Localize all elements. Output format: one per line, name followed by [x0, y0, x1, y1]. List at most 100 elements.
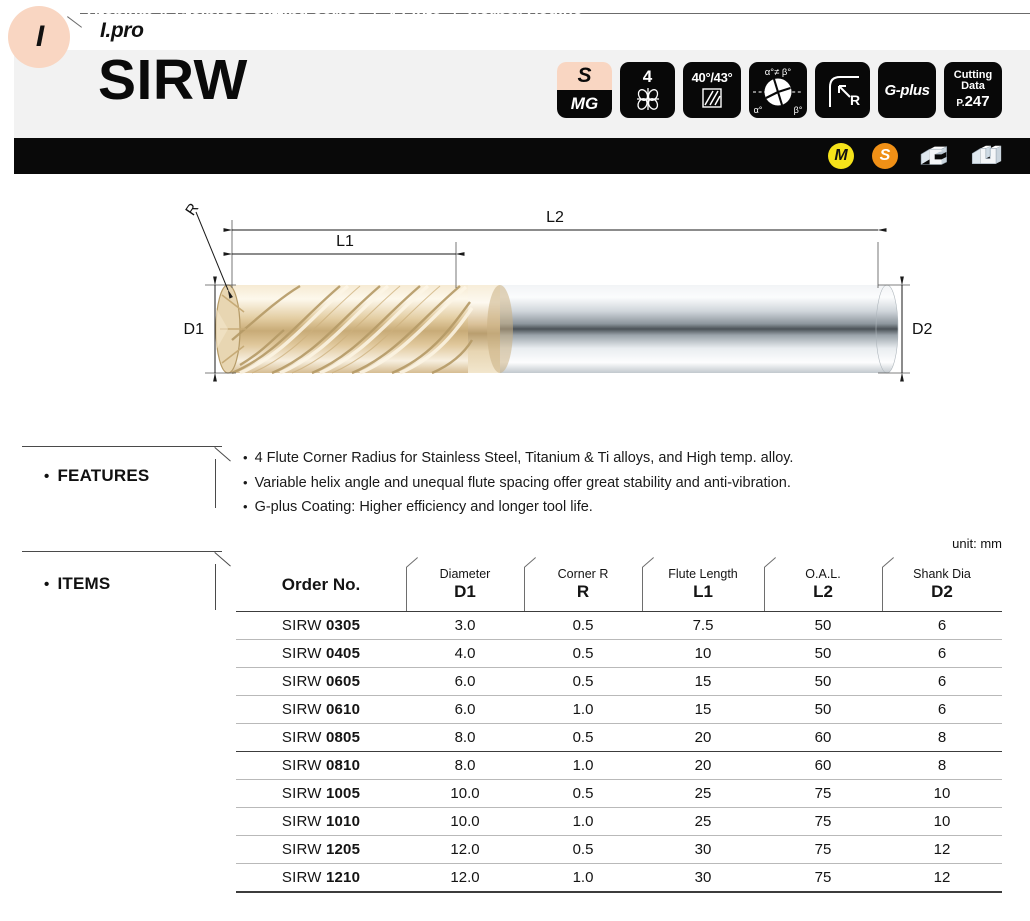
- table-row[interactable]: SIRW 1205 12.0 0.5 30 75 12: [236, 835, 1002, 864]
- features-bullet: •: [44, 468, 50, 485]
- order-no-code: 1010: [325, 813, 361, 830]
- cell-d2: 8: [882, 723, 1002, 752]
- order-no-code: 0605: [325, 673, 361, 690]
- cell-r: 0.5: [524, 779, 642, 808]
- cell-order-no: SIRW 1210: [236, 863, 406, 893]
- subtitle-part-corner: Corner Radius: [467, 8, 583, 26]
- helix-hatch-icon: [702, 87, 722, 108]
- cell-r: 0.5: [524, 667, 642, 696]
- order-no-code: 0305: [325, 617, 361, 634]
- order-no-code: 0810: [325, 757, 361, 774]
- cutting-data-line1: Cutting: [953, 68, 993, 81]
- cell-l2: 60: [764, 751, 882, 780]
- order-no-prefix: SIRW: [281, 869, 326, 886]
- cell-d2: 6: [882, 667, 1002, 696]
- material-grade-badge: S MG: [557, 62, 612, 118]
- cell-l1: 20: [642, 751, 764, 780]
- subtitle-text: Titanium & Stainless cutting series / 4 …: [84, 8, 582, 27]
- table-row[interactable]: SIRW 0805 8.0 0.5 20 60 8: [236, 723, 1002, 752]
- items-bullet: •: [44, 576, 50, 593]
- svg-text:β°: β°: [794, 105, 803, 115]
- features-label-frame: [22, 446, 222, 508]
- cell-order-no: SIRW 0405: [236, 639, 406, 668]
- order-no-prefix: SIRW: [281, 645, 326, 662]
- cell-d1: 10.0: [406, 779, 524, 808]
- column-header-shank-dia: Shank Dia D2: [882, 557, 1002, 612]
- cell-d2: 12: [882, 835, 1002, 864]
- cell-l2: 75: [764, 863, 882, 893]
- column-header-flute-length-main: L1: [693, 582, 713, 601]
- cell-d1: 3.0: [406, 611, 524, 640]
- feature-item: • G-plus Coating: Higher efficiency and l…: [243, 495, 1003, 520]
- feature-bullet: •: [243, 450, 248, 465]
- table-row[interactable]: SIRW 0605 6.0 0.5 15 50 6: [236, 667, 1002, 696]
- order-no-prefix: SIRW: [281, 757, 326, 774]
- column-header-oal-sub: O.A.L.: [805, 567, 841, 581]
- cell-l1: 25: [642, 779, 764, 808]
- brand-wordmark-row: I.pro: [56, 0, 1030, 50]
- dim-label-l1: L1: [336, 233, 354, 250]
- order-no-prefix: SIRW: [281, 841, 326, 858]
- cell-d2: 6: [882, 639, 1002, 668]
- material-grade-badge-bottom: MG: [557, 90, 612, 118]
- column-header-oal-main: L2: [813, 582, 833, 601]
- column-header-oal: O.A.L. L2: [764, 557, 882, 612]
- cell-d1: 12.0: [406, 835, 524, 864]
- subtitle-separator-1: /: [372, 8, 377, 26]
- svg-text:α°≠ β°: α°≠ β°: [765, 67, 792, 78]
- cell-d1: 8.0: [406, 751, 524, 780]
- dim-label-r: R: [182, 200, 202, 219]
- order-no-prefix: SIRW: [281, 785, 326, 802]
- coating-badge: G-plus: [878, 62, 936, 118]
- cutting-data-badge[interactable]: Cutting Data P.247: [944, 62, 1002, 118]
- cutting-data-line2: Data: [961, 80, 985, 93]
- column-header-flute-length-sub: Flute Length: [668, 567, 738, 581]
- cell-l1: 15: [642, 695, 764, 724]
- features-label: • FEATURES: [44, 466, 149, 486]
- cell-l2: 75: [764, 807, 882, 836]
- column-header-corner-r-main: R: [576, 582, 590, 601]
- corner-radius-icon: R: [828, 76, 860, 108]
- cell-order-no: SIRW 0305: [236, 611, 406, 640]
- brand-tab-rule: [56, 13, 1030, 50]
- cell-l2: 50: [764, 639, 882, 668]
- order-no-prefix: SIRW: [281, 617, 326, 634]
- subtitle-bar: [14, 138, 1030, 174]
- cell-d1: 4.0: [406, 639, 524, 668]
- subtitle-part-series: Titanium & Stainless cutting series: [84, 8, 362, 26]
- brand-logo-letter: I: [35, 20, 45, 53]
- cutting-data-page-prefix: P.: [956, 98, 965, 110]
- table-row[interactable]: SIRW 0405 4.0 0.5 10 50 6: [236, 639, 1002, 668]
- material-m-icon: M: [828, 143, 854, 169]
- cell-d1: 6.0: [406, 695, 524, 724]
- table-row[interactable]: SIRW 0810 8.0 1.0 20 60 8: [236, 751, 1002, 780]
- cell-d2: 10: [882, 807, 1002, 836]
- table-row[interactable]: SIRW 1210 12.0 1.0 30 75 12: [236, 863, 1002, 893]
- cell-order-no: SIRW 0610: [236, 695, 406, 724]
- page-header: I I.pro SIRW S MG 4: [0, 0, 1030, 180]
- dim-label-l2: L2: [546, 209, 564, 226]
- material-s-icon: S: [872, 143, 898, 169]
- feature-text: Variable helix angle and unequal flute s…: [254, 474, 791, 491]
- brand-wordmark: I.pro: [100, 19, 144, 42]
- unequal-spacing-badge: α°≠ β° α° β°: [749, 62, 807, 118]
- feature-bullet: •: [243, 474, 248, 490]
- table-header-row: Order No. Diameter D1 Corner R R Flute L…: [236, 557, 1002, 612]
- features-label-edge: [215, 459, 217, 508]
- table-row[interactable]: SIRW 1010 10.0 1.0 25 75 10: [236, 807, 1002, 836]
- cutting-data-page: P.247: [956, 93, 989, 110]
- table-row[interactable]: SIRW 0305 3.0 0.5 7.5 50 6: [236, 611, 1002, 640]
- dim-label-d1: D1: [184, 321, 205, 338]
- cell-order-no: SIRW 0605: [236, 667, 406, 696]
- column-header-diameter-main: D1: [454, 582, 476, 601]
- cell-d2: 8: [882, 751, 1002, 780]
- cell-l2: 50: [764, 667, 882, 696]
- cell-l2: 50: [764, 695, 882, 724]
- cell-r: 1.0: [524, 807, 642, 836]
- table-row[interactable]: SIRW 1005 10.0 0.5 25 75 10: [236, 779, 1002, 808]
- table-row[interactable]: SIRW 0610 6.0 1.0 15 50 6: [236, 695, 1002, 724]
- order-no-code: 1005: [325, 785, 361, 802]
- cell-l1: 10: [642, 639, 764, 668]
- features-label-text: FEATURES: [57, 466, 150, 485]
- svg-text:α°: α°: [754, 105, 763, 115]
